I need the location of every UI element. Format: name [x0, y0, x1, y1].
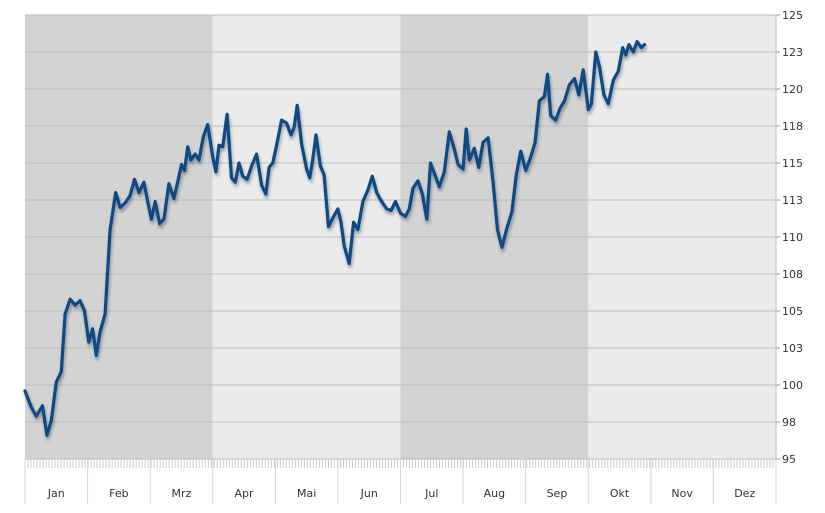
y-axis-tick-labels: 95 98 100 103 105 108 110 113 115 118 120 123 125	[782, 9, 803, 466]
y-tick-label: 103	[782, 342, 803, 355]
y-tick-label: 110	[782, 231, 803, 244]
y-tick-label: 123	[782, 46, 803, 59]
x-axis-month-labels: Jan Feb Mrz Apr Mai Jun Jul Aug Sep Okt Nov Dez	[47, 487, 756, 500]
month-separators	[24, 458, 777, 504]
x-tick-label: Jul	[424, 487, 438, 500]
x-tick-label: Aug	[484, 487, 505, 500]
x-tick-label: Nov	[671, 487, 693, 500]
y-tick-label: 125	[782, 9, 803, 22]
x-axis-minor-ticks	[24, 459, 777, 468]
price-line-1	[23, 39, 647, 437]
x-tick-label: Okt	[610, 487, 630, 500]
y-tick-label: 95	[782, 453, 796, 466]
x-tick-label: Mrz	[172, 487, 192, 500]
x-tick-label: Jan	[47, 487, 65, 500]
y-tick-label: 98	[782, 416, 796, 429]
y-tick-label: 108	[782, 268, 803, 281]
x-tick-label: Apr	[235, 487, 255, 500]
y-tick-label: 115	[782, 157, 803, 170]
y-tick-label: 118	[782, 120, 803, 133]
y-tick-label: 100	[782, 379, 803, 392]
series-group	[23, 39, 647, 437]
x-tick-label: Jun	[360, 487, 378, 500]
y-tick-label: 105	[782, 305, 803, 318]
x-tick-label: Dez	[734, 487, 755, 500]
x-tick-label: Feb	[109, 487, 128, 500]
x-tick-label: Mai	[297, 487, 316, 500]
y-tick-label: 120	[782, 83, 803, 96]
y-tick-label: 113	[782, 194, 803, 207]
x-tick-label: Sep	[547, 487, 568, 500]
